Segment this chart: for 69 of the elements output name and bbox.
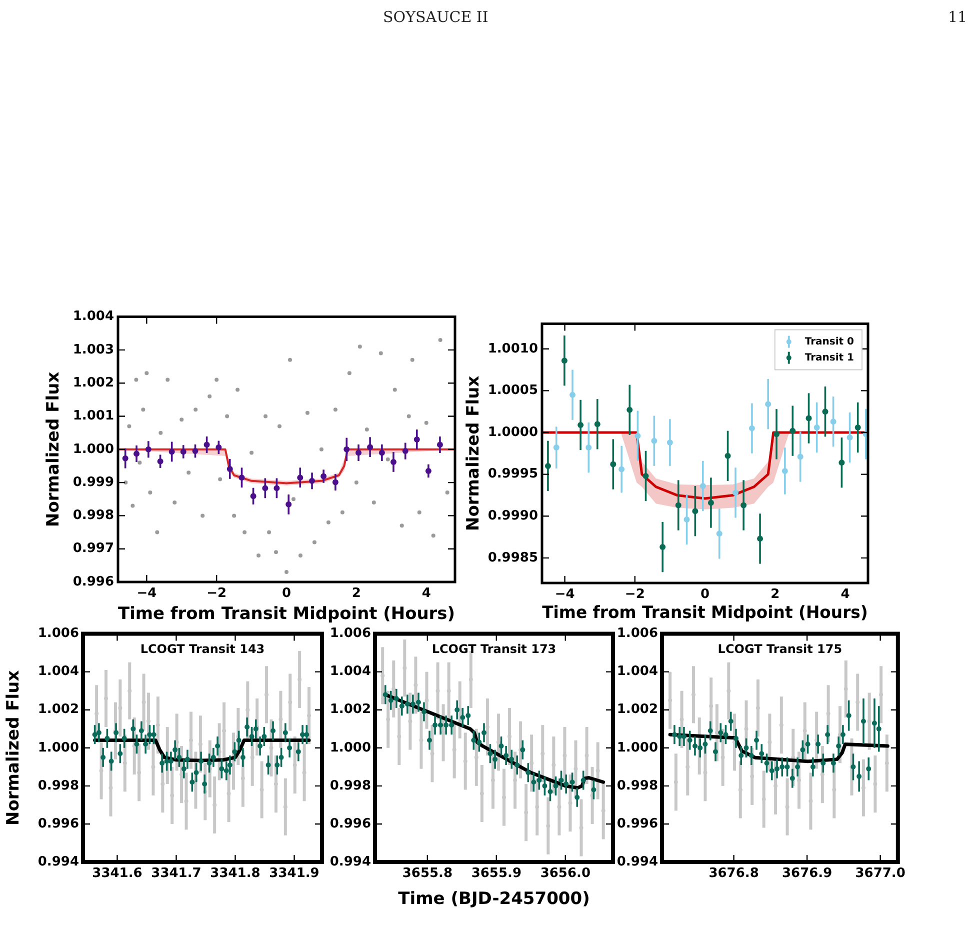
y-tick-label: 0.9995 [488,466,538,482]
text: 11 [948,8,968,26]
x-tick-label: 3656.0 [540,866,590,882]
x-axis-title: Time (BJD-2457000) [398,889,590,910]
y-tick-label: 0.999 [72,474,114,490]
y-tick-label: 0.996 [616,816,658,832]
x-tick-label: 3341.6 [92,866,142,882]
y-tick-label: 0.998 [330,778,371,794]
y-tick-label: 0.996 [330,816,371,832]
x-tick-label: 3341.8 [210,866,260,882]
text: LCOGT Transit 143 [140,642,265,656]
y-tick-label: 0.998 [38,778,79,794]
y-tick-label: 1.0005 [488,383,538,398]
y-axis-title: Normalized Flux [464,376,484,531]
y-tick-label: 1.0000 [488,424,538,440]
y-tick-label: 1.002 [616,702,658,718]
y-tick-label: 0.997 [72,541,114,556]
y-tick-label: 0.994 [330,854,371,870]
y-tick-label: 0.998 [72,508,114,524]
x-tick-label: −4 [554,587,575,602]
y-tick-label: 1.004 [330,664,371,680]
y-tick-label: 0.9985 [488,550,538,566]
y-tick-label: 1.000 [72,442,114,457]
y-tick-label: 1.0010 [488,341,538,356]
y-tick-label: 1.006 [330,626,371,642]
x-axis-title: Time from Transit Midpoint (Hours) [118,604,455,624]
x-tick-label: 2 [352,586,361,602]
x-tick-label: 4 [422,586,431,602]
y-axis-title: Normalized Flux [44,372,64,527]
text: LCOGT Transit 175 [718,642,842,656]
x-tick-label: 3655.9 [471,866,522,882]
y-tick-label: 1.002 [38,702,79,718]
y-tick-label: 1.000 [616,740,658,756]
x-tick-label: 3655.8 [402,866,453,882]
x-axis-title: Time from Transit Midpoint (Hours) [542,602,868,622]
y-tick-label: 1.000 [38,740,79,756]
y-tick-label: 0.994 [616,854,658,870]
x-tick-label: 3676.8 [708,866,759,882]
legend-label: Transit 1 [804,352,854,364]
y-tick-label: 1.003 [72,342,114,358]
text: LCOGT Transit 173 [432,642,556,656]
x-tick-label: 2 [770,587,780,602]
x-tick-label: 0 [282,586,292,602]
y-tick-label: 1.000 [330,740,371,756]
y-tick-label: 0.996 [72,574,114,590]
x-tick-label: −2 [624,587,645,602]
y-tick-label: 1.004 [616,664,658,680]
x-tick-label: 4 [840,587,850,602]
y-axis-title: Normalized Flux [4,670,24,826]
x-tick-label: −4 [136,586,157,602]
y-tick-label: 1.006 [616,626,658,642]
x-tick-label: 3341.9 [269,866,320,882]
y-tick-label: 1.002 [72,375,114,390]
x-tick-label: 3677.0 [855,866,906,882]
y-tick-label: 0.996 [38,816,79,832]
y-tick-label: 0.994 [38,854,79,870]
y-tick-label: 1.004 [38,664,79,680]
y-tick-label: 1.001 [72,408,114,424]
y-tick-label: 0.9990 [488,508,538,524]
y-tick-label: 0.998 [616,778,658,794]
legend-label: Transit 0 [804,336,854,348]
x-tick-label: −2 [206,586,227,602]
x-tick-label: 0 [700,587,710,602]
y-tick-label: 1.002 [330,702,371,718]
y-tick-label: 1.004 [72,309,114,324]
y-tick-label: 1.006 [38,626,79,642]
x-tick-label: 3341.7 [151,866,202,882]
x-tick-label: 3676.9 [782,866,832,882]
text: SOYSAUCE II [383,8,488,26]
